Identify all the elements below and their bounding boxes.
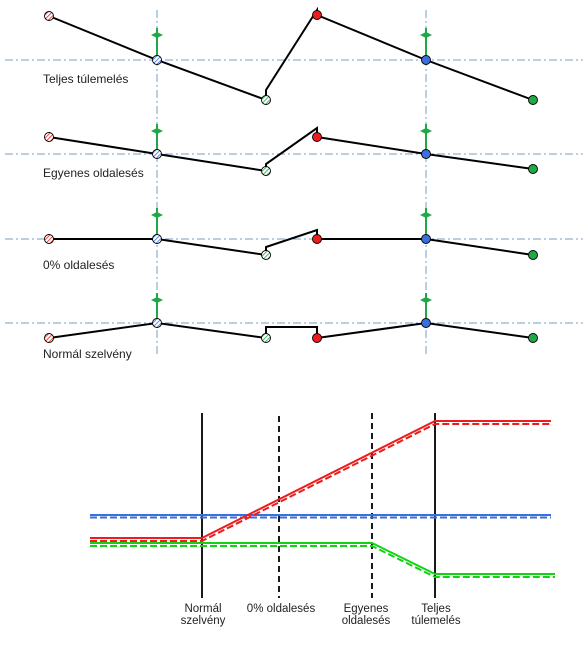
profile-normal-section-left-axis-marker	[152, 318, 162, 328]
profile-straight-crossfall-left-edge-marker	[44, 132, 54, 142]
profile-full-superelevation-left-axis-marker	[152, 55, 162, 65]
profile-full-superelevation-right-inner-marker	[312, 10, 322, 20]
profile-normal-section-right-inner-marker	[312, 333, 322, 343]
outer-edge-line	[90, 420, 551, 539]
axis-label-full-superelevation: Teljes túlemelés	[391, 603, 481, 627]
profile-zero-crossfall-post-arrow-right-0	[157, 212, 163, 218]
profile-zero-crossfall-post-arrow-left-1	[420, 212, 426, 218]
profile-normal-section-left-inner-marker	[261, 333, 271, 343]
profile-straight-crossfall-right-inner-marker	[312, 132, 322, 142]
axis-label-full-line1: Teljes	[421, 603, 451, 615]
section-label-full-superelevation: Teljes túlemelés	[43, 72, 129, 86]
profile-zero-crossfall-post-arrow-right-1	[426, 212, 432, 218]
profile-zero-crossfall-right-edge-marker	[528, 250, 538, 260]
axis-label-zero-line1: 0% oldalesés	[246, 603, 316, 615]
profile-full-superelevation-post-arrow-left-1	[420, 32, 426, 38]
profile-normal-section-post-arrow-left-1	[420, 297, 426, 303]
profile-straight-crossfall-post-arrow-left-0	[151, 128, 157, 134]
profile-straight-crossfall-left-inner-marker	[261, 166, 271, 176]
profile-full-superelevation-right-edge-marker	[528, 95, 538, 105]
profile-normal-section-left-edge-marker	[44, 333, 54, 343]
profile-normal-section-post-arrow-right-0	[157, 297, 163, 303]
profile-zero-crossfall-left-inner-marker	[261, 250, 271, 260]
profile-zero-crossfall-post-arrow-left-0	[151, 212, 157, 218]
profile-full-superelevation-post-arrow-left-0	[151, 32, 157, 38]
inner-edge-line-dashed	[90, 545, 555, 578]
profile-full-superelevation-post-arrow-right-1	[426, 32, 432, 38]
profile-full-superelevation-line	[48, 6, 534, 102]
axis-label-straight-crossfall: Egyenes oldalesés	[321, 603, 411, 627]
profile-straight-crossfall-right-edge-marker	[528, 164, 538, 174]
profile-full-superelevation-right-axis-marker	[421, 55, 431, 65]
axis-label-full-line2: túlemelés	[411, 615, 461, 627]
section-label-straight-crossfall: Egyenes oldalesés	[43, 166, 144, 180]
axis-label-normal-line1: Normál	[184, 603, 222, 615]
profile-straight-crossfall-post-arrow-right-0	[157, 128, 163, 134]
profile-zero-crossfall-left-edge-marker	[44, 234, 54, 244]
profile-straight-crossfall-right-axis-marker	[421, 149, 431, 159]
profile-normal-section-post-arrow-left-0	[151, 297, 157, 303]
axis-label-straight-line1: Egyenes	[343, 603, 389, 615]
section-label-zero-crossfall: 0% oldalesés	[43, 258, 115, 272]
profile-full-superelevation-left-inner-marker	[261, 95, 271, 105]
axis-label-normal-line2: szelvény	[180, 615, 226, 627]
profile-straight-crossfall-post-arrow-right-1	[426, 128, 432, 134]
profile-normal-section-line	[48, 321, 534, 340]
profile-zero-crossfall-right-axis-marker	[421, 234, 431, 244]
profile-straight-crossfall-line	[48, 126, 534, 173]
axis-label-straight-line2: oldalesés	[341, 615, 391, 627]
profile-full-superelevation-left-edge-marker	[44, 11, 54, 21]
profile-normal-section-right-edge-marker	[528, 333, 538, 343]
inner-edge-line	[90, 542, 555, 575]
profile-straight-crossfall-left-axis-marker	[152, 149, 162, 159]
profile-zero-crossfall-left-axis-marker	[152, 234, 162, 244]
outer-edge-line-dashed	[90, 423, 551, 542]
profile-zero-crossfall-line	[49, 228, 534, 257]
profile-normal-section-right-axis-marker	[421, 318, 431, 328]
axis-label-zero-crossfall: 0% oldalesés	[236, 603, 326, 615]
profile-full-superelevation-post-arrow-right-0	[157, 32, 163, 38]
profile-straight-crossfall-post-arrow-left-1	[420, 128, 426, 134]
axis-label-normal-section: Normál szelvény	[158, 603, 248, 627]
profile-zero-crossfall-right-inner-marker	[312, 234, 322, 244]
section-label-normal-section: Normál szelvény	[43, 347, 132, 361]
profile-normal-section-post-arrow-right-1	[426, 297, 432, 303]
